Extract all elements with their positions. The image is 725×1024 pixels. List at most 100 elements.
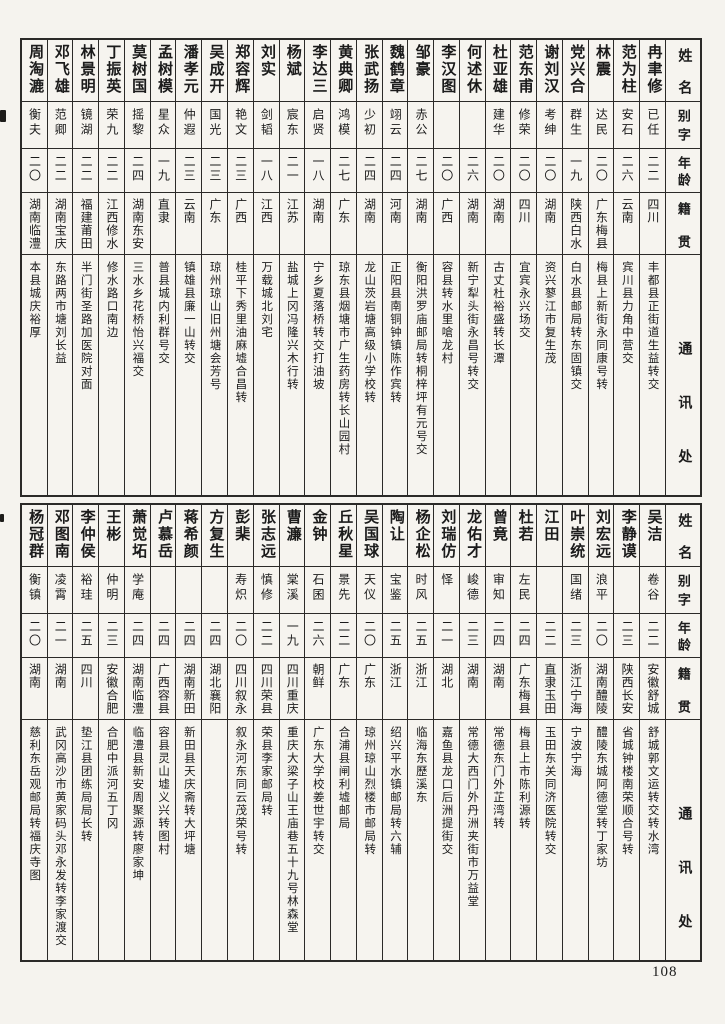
- person-column: 金钟 石囷 二六 朝鲜 广东大学校姜世宇转交: [305, 505, 332, 960]
- cell-age: 二五: [73, 614, 99, 658]
- native-text: 湖南: [27, 663, 42, 689]
- cell-age: 二四: [382, 149, 408, 193]
- cell-native: 浙江: [408, 658, 434, 720]
- person-column: 刘宏远 浪平 二〇 湖南醴陵 醴陵东城阿德堂转丁家坊: [588, 505, 615, 960]
- cell-age: 二〇: [485, 149, 511, 193]
- cell-native: 四川: [511, 193, 537, 255]
- native-text: 四川: [79, 663, 94, 689]
- cell-native: 福建莆田: [73, 193, 99, 255]
- zi-text: 卷谷: [645, 573, 660, 603]
- age-text: 一九: [568, 155, 583, 183]
- cell-native: 朝鲜: [305, 658, 331, 720]
- person-column: 周淘漉 衡夫 二〇 湖南临澧 本县城庆裕厚: [21, 40, 48, 495]
- native-text: 江西修水: [104, 198, 119, 250]
- cell-address: 龙山茨岩塘高级小学校转: [357, 255, 382, 495]
- cell-address: 合肥中派河五丁冈: [99, 720, 124, 960]
- person-column: 张志远 慎修 二二 四川荣县 荣县李家邮局转: [253, 505, 280, 960]
- header-address: 通讯处: [666, 255, 700, 495]
- native-text: 陕西长安: [620, 663, 635, 715]
- cell-address: 嘉鱼县龙口后洲提街交: [434, 720, 459, 960]
- cell-address: 本县城庆裕厚: [22, 255, 47, 495]
- cell-name: 吴国球: [356, 505, 382, 567]
- age-text: 二〇: [517, 155, 532, 183]
- cell-address: 修水路口南边: [99, 255, 124, 495]
- person-column: 杨冠群 衡镇 二〇 湖南 慈利东岳观邮局转福庆寺图: [21, 505, 48, 960]
- cell-age: 二三: [562, 614, 588, 658]
- cell-address: 荣县李家邮局转: [254, 720, 279, 960]
- cell-name: 杨冠群: [21, 505, 47, 567]
- age-text: 二〇: [542, 155, 557, 183]
- person-column: 潘孝元 仲遐 二三 云南 镇雄县廉一山转交: [176, 40, 203, 495]
- cell-name: 冉聿修: [640, 40, 665, 102]
- name-text: 林震: [593, 44, 610, 78]
- cell-age: 二四: [150, 614, 176, 658]
- age-text: 二五: [388, 620, 403, 648]
- person-column: 吴国球 天仪 二〇 广东 琼州琼山烈楼市邮局转: [356, 505, 383, 960]
- name-text: 莫树国: [130, 44, 147, 95]
- address-text: 醴陵东城阿德堂转丁家坊: [595, 726, 608, 869]
- native-text: 广东梅县: [517, 663, 532, 715]
- cell-address: 宁乡夏落桥转交打油坡: [305, 255, 330, 495]
- cell-name: 张武扬: [356, 40, 382, 102]
- zi-text: 棠溪: [285, 573, 300, 603]
- name-text: 李汉图: [439, 44, 456, 95]
- cell-name: 曾竟: [485, 505, 511, 567]
- address-text: 宁乡夏落桥转交打油坡: [311, 261, 324, 391]
- zi-text: 赤公: [414, 108, 429, 138]
- cell-native: 广东: [202, 193, 227, 255]
- cell-zi: 国绪: [562, 567, 588, 614]
- age-text: 一八: [259, 155, 274, 183]
- header-age-label: 年龄: [675, 156, 691, 190]
- cell-address: 白水县邮局转东固镇交: [563, 255, 588, 495]
- name-text: 刘实: [259, 44, 275, 78]
- native-text: 四川叙永: [233, 663, 248, 715]
- cell-age: 一八: [253, 149, 279, 193]
- age-text: 二一: [285, 155, 300, 183]
- age-text: 二六: [465, 155, 480, 183]
- person-column: 李仲侯 裕珪 二五 四川 垫江县团练局局长转: [73, 505, 100, 960]
- address-text: 临澧县新安周聚源转廖家坤: [131, 726, 144, 882]
- zi-text: 寿炽: [233, 573, 248, 603]
- person-column: 谢刘汉 考绅 二〇 湖南 资兴蓼江市复生茂: [537, 40, 563, 495]
- cell-age: 二三: [202, 149, 227, 193]
- cell-address: 广东大学校姜世宇转交: [305, 720, 330, 960]
- zi-text: 国光: [207, 108, 222, 138]
- cell-age: 二六: [614, 149, 640, 193]
- age-text: 二〇: [491, 155, 506, 183]
- cell-native: 四川: [73, 658, 99, 720]
- cell-zi: 国光: [202, 102, 227, 149]
- native-text: 湖南宝庆: [53, 198, 68, 250]
- cell-zi: [202, 567, 227, 614]
- age-text: 二〇: [233, 620, 248, 648]
- header-age: 年龄: [666, 149, 700, 193]
- cell-native: 湖南临澧: [124, 658, 150, 720]
- native-text: 河南: [388, 198, 403, 224]
- person-column: 黄典卿 鸿模 二七 广东 琼东县烟塘市广生药房转长山园村: [331, 40, 357, 495]
- native-text: 安徽合肥: [104, 663, 119, 715]
- cell-name: 蒋希颜: [176, 505, 202, 567]
- header-address-label: 通讯处: [676, 341, 692, 495]
- age-text: 二三: [104, 620, 119, 648]
- cell-address: 普县城内利群号交: [151, 255, 176, 495]
- cell-name: 丘秋星: [331, 505, 356, 567]
- cell-name: 范东甫: [511, 40, 537, 102]
- person-column: 李静谟 二三 陕西长安 省城钟楼南荣顺合号转: [614, 505, 641, 960]
- age-text: 二四: [517, 620, 532, 648]
- cell-address: 半门街圣路加医院对面: [73, 255, 98, 495]
- name-text: 江田: [542, 509, 559, 543]
- cell-zi: 衡镇: [21, 567, 47, 614]
- native-text: 湖北: [439, 663, 454, 689]
- age-text: 二二: [104, 155, 119, 183]
- cell-native: 云南: [614, 193, 640, 255]
- name-text: 邓图南: [52, 509, 69, 560]
- zi-text: 荣九: [104, 108, 119, 138]
- person-column: 曹濂 棠溪 一九 四川重庆 重庆大梁子山王庙巷五十九号林森堂: [279, 505, 306, 960]
- cell-address: 常德东门外芷湾转: [486, 720, 511, 960]
- cell-name: 吴成开: [202, 40, 227, 102]
- cell-address: 琼州琼山旧州塘会芳号: [202, 255, 227, 495]
- cell-zi: 学庵: [124, 567, 150, 614]
- age-text: 二二: [645, 620, 660, 648]
- cell-zi: [150, 567, 176, 614]
- person-column: 魏鹤章 翊云 二四 河南 正阳县南铜钟镇陈作宾转: [382, 40, 409, 495]
- cell-zi: 达民: [588, 102, 614, 149]
